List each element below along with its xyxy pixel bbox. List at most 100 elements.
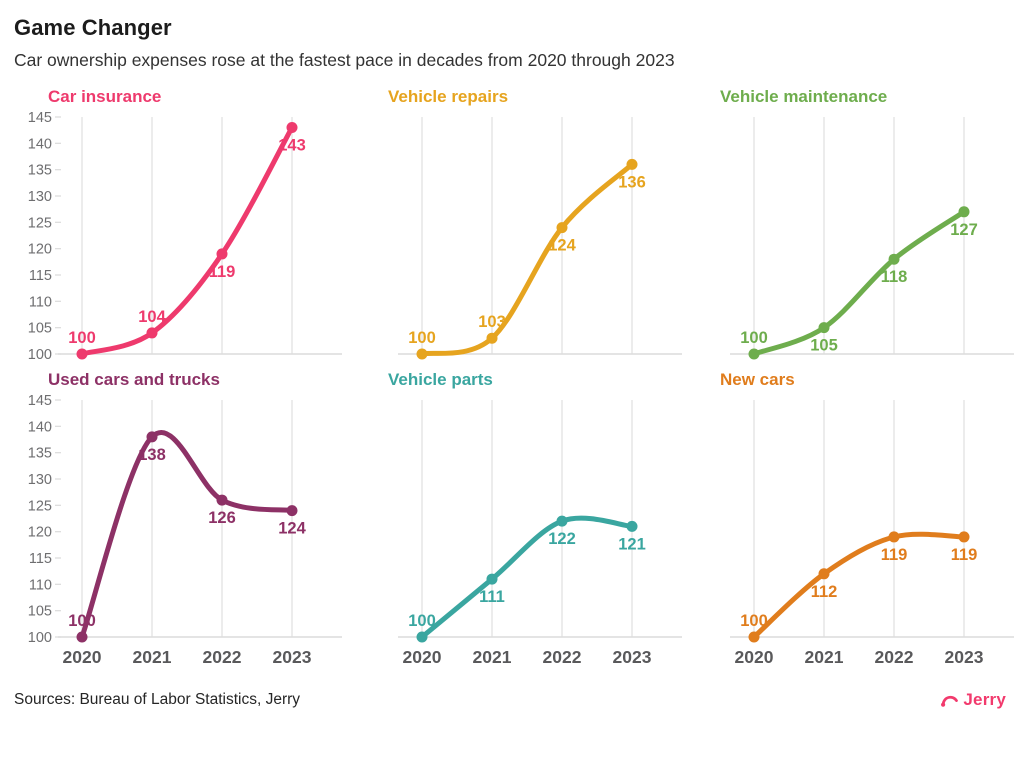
x-tick-label: 2022 (875, 647, 914, 667)
data-point (958, 206, 970, 218)
chart-panel-new-cars: New cars 2020 2021 2022 2023 100 112 119 119 (708, 370, 1014, 676)
y-tick-label: 130 (28, 189, 52, 205)
chart-panel-car-insurance: Car insurance 100 105 110 115 120 125 130 135 14… (14, 87, 344, 362)
series-line (79, 125, 295, 357)
data-label: 100 (68, 329, 96, 347)
data-point (748, 631, 760, 643)
x-tick-label: 2021 (473, 647, 512, 667)
data-point (486, 573, 498, 585)
data-point (76, 631, 88, 643)
data-label: 100 (740, 612, 768, 630)
data-label: 100 (408, 329, 436, 347)
data-point (626, 521, 638, 533)
data-label: 126 (208, 509, 236, 527)
line-chart-new-cars: 2020 2021 2022 2023 100 112 119 119 (730, 400, 1014, 667)
y-tick-label: 115 (29, 551, 52, 567)
data-point (416, 631, 428, 643)
x-tick-label: 2020 (403, 647, 442, 667)
data-point (286, 505, 298, 517)
y-tick-label: 145 (28, 393, 52, 409)
data-point (216, 248, 228, 260)
data-label: 119 (881, 546, 908, 564)
series-line (79, 430, 295, 640)
sources-note: Sources: Bureau of Labor Statistics, Jer… (14, 691, 301, 709)
y-tick-label: 120 (28, 242, 52, 258)
line-chart-vehicle-repairs: 100 103 124 136 (398, 117, 682, 360)
data-label: 119 (209, 263, 236, 281)
panel-title-used-cars-and-trucks: Used cars and trucks (48, 370, 220, 390)
data-point (416, 348, 428, 360)
series-line (751, 531, 967, 640)
series-line (419, 162, 635, 357)
data-point (818, 322, 830, 334)
brand-name: Jerry (963, 690, 1006, 710)
data-point (958, 531, 970, 543)
series-line (419, 515, 635, 640)
y-tick-label: 135 (28, 446, 52, 462)
series-line (751, 209, 967, 357)
data-label: 100 (68, 612, 96, 630)
x-tick-label: 2023 (613, 647, 652, 667)
data-label: 124 (548, 237, 576, 255)
x-tick-label: 2022 (203, 647, 242, 667)
chart-panel-used-cars-and-trucks: Used cars and trucks 100 105 110 115 120 125 1… (14, 370, 344, 676)
line-chart-used-cars-and-trucks: 100 105 110 115 120 125 130 135 140 145 2020 2021 20… (28, 393, 342, 667)
line-chart-vehicle-parts: 2020 2021 2022 2023 100 111 122 121 (398, 400, 682, 667)
brand-logo: Jerry (939, 690, 1006, 710)
data-label: 136 (618, 174, 646, 192)
data-point (486, 332, 498, 344)
y-tick-label: 115 (29, 268, 52, 284)
x-tick-label: 2020 (63, 647, 102, 667)
panel-title-car-insurance: Car insurance (48, 87, 162, 107)
data-label: 122 (548, 530, 576, 548)
data-label: 103 (478, 313, 506, 331)
line-chart-vehicle-maintenance: 100 105 118 127 (730, 117, 1014, 360)
data-label: 100 (740, 329, 768, 347)
y-tick-label: 125 (28, 216, 52, 232)
y-tick-label: 105 (28, 321, 52, 337)
data-label: 112 (811, 583, 838, 601)
data-label: 127 (950, 221, 978, 239)
x-tick-label: 2021 (133, 647, 172, 667)
data-point (888, 531, 900, 543)
data-point (556, 222, 568, 234)
data-label: 105 (810, 337, 838, 355)
data-point (146, 327, 158, 339)
data-point (216, 494, 228, 506)
data-label: 118 (881, 268, 908, 286)
y-tick-label: 140 (28, 420, 52, 436)
panel-title-vehicle-repairs: Vehicle repairs (388, 87, 509, 107)
jerry-arc-icon (941, 695, 959, 707)
x-tick-label: 2023 (945, 647, 984, 667)
data-label: 121 (618, 536, 646, 554)
data-label: 124 (278, 520, 306, 538)
line-chart-car-insurance: 100 105 110 115 120 125 130 135 140 145 100 104 119 1… (28, 110, 342, 362)
data-point (286, 122, 298, 134)
chart-panel-vehicle-parts: Vehicle parts 2020 2021 2022 2023 100 111 122 1… (376, 370, 682, 676)
data-label: 111 (479, 588, 505, 606)
y-tick-label: 100 (28, 630, 52, 646)
data-label: 143 (278, 137, 306, 155)
charts-grid: Car insurance 100 105 110 115 120 125 130 135 14… (0, 71, 1024, 676)
y-tick-label: 145 (28, 110, 52, 126)
x-tick-label: 2023 (273, 647, 312, 667)
y-tick-label: 100 (28, 347, 52, 362)
y-tick-label: 110 (29, 578, 52, 594)
panel-title-new-cars: New cars (720, 370, 795, 390)
header: Game Changer Car ownership expenses rose… (0, 0, 1024, 71)
x-tick-label: 2021 (805, 647, 844, 667)
data-point (146, 431, 158, 443)
data-label: 100 (408, 612, 436, 630)
data-point (626, 159, 638, 171)
y-tick-label: 140 (28, 137, 52, 153)
page-title: Game Changer (14, 15, 172, 40)
y-tick-label: 135 (28, 163, 52, 179)
panel-title-vehicle-maintenance: Vehicle maintenance (720, 87, 888, 107)
page-subtitle: Car ownership expenses rose at the faste… (14, 50, 675, 71)
y-tick-label: 105 (28, 604, 52, 620)
y-tick-label: 130 (28, 472, 52, 488)
data-label: 119 (951, 546, 978, 564)
data-label: 138 (138, 446, 166, 464)
data-label: 104 (138, 308, 166, 326)
